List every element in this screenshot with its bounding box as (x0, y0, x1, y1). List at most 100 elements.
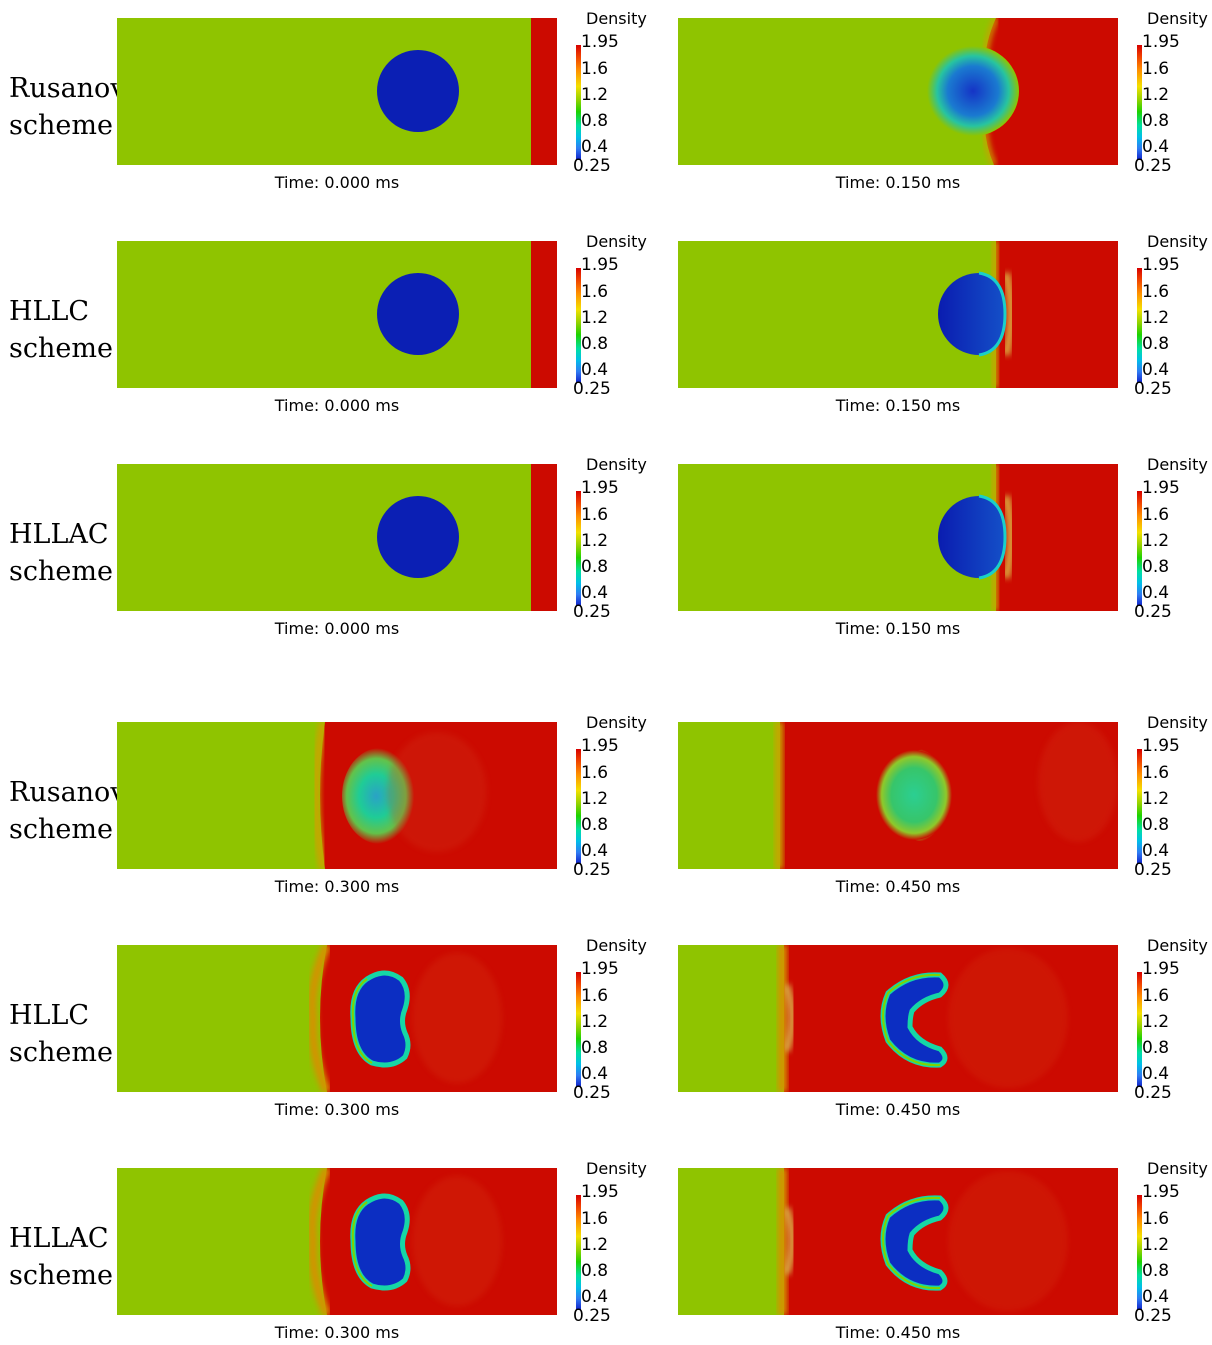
colorbar-tick-label: 1.2 (1142, 1012, 1170, 1032)
colorbar-tick-label: 1.2 (581, 1235, 609, 1255)
density-field-panel (117, 18, 557, 165)
row-label-scheme: scheme (9, 1260, 113, 1291)
time-caption: Time: 0.300 ms (274, 1323, 400, 1342)
row-label: Rusanov scheme (9, 774, 126, 848)
colorbar-tick-label: 1.2 (581, 308, 609, 328)
colorbar-tick-label: 0.25 (573, 1083, 611, 1103)
colorbar-tick-label: 1.6 (1142, 282, 1170, 302)
colorbar-title: Density (1147, 713, 1208, 732)
colorbar-tick-label: 1.95 (1142, 478, 1180, 498)
colorbar-tick-label: 0.25 (573, 602, 611, 622)
colorbar-tick-label: 0.25 (1134, 1083, 1172, 1103)
time-caption: Time: 0.150 ms (835, 396, 961, 415)
colorbar-tick-label: 0.8 (1142, 557, 1170, 577)
colorbar-tick-label: 0.25 (1134, 860, 1172, 880)
colorbar-tick-label: 1.95 (1142, 32, 1180, 52)
colorbar-tick-label: 0.4 (581, 137, 609, 157)
density-field-panel (117, 241, 557, 388)
colorbar-tick-label: 1.6 (581, 763, 609, 783)
colorbar-tick-label: 0.25 (573, 860, 611, 880)
colorbar-tick-label: 0.4 (581, 360, 609, 380)
colorbar-title: Density (586, 713, 647, 732)
row-label: HLLC scheme (9, 997, 113, 1071)
colorbar-tick-label: 0.8 (1142, 1261, 1170, 1281)
colorbar-tick-label: 1.95 (1142, 736, 1180, 756)
time-caption: Time: 0.000 ms (274, 173, 400, 192)
row-label-method: Rusanov (9, 73, 126, 104)
colorbar-title: Density (586, 1159, 647, 1178)
row-label: HLLAC scheme (9, 516, 113, 590)
colorbar-tick-label: 0.25 (1134, 1306, 1172, 1326)
time-caption: Time: 0.300 ms (274, 877, 400, 896)
row-label-method: HLLAC (9, 1223, 109, 1254)
colorbar-tick-label: 1.95 (581, 255, 619, 275)
colorbar-tick-label: 1.6 (1142, 763, 1170, 783)
colorbar-tick-label: 0.4 (1142, 360, 1170, 380)
colorbar-tick-label: 0.8 (581, 334, 609, 354)
colorbar-tick-label: 0.4 (1142, 1064, 1170, 1084)
colorbar-tick-label: 1.2 (1142, 789, 1170, 809)
colorbar-tick-label: 0.8 (1142, 815, 1170, 835)
colorbar-tick-label: 1.6 (581, 505, 609, 525)
colorbar-tick-label: 1.6 (581, 59, 609, 79)
colorbar-tick-label: 1.6 (1142, 59, 1170, 79)
colorbar (1137, 1195, 1142, 1310)
colorbar-tick-label: 0.8 (1142, 334, 1170, 354)
colorbar (1137, 972, 1142, 1087)
colorbar-tick-label: 1.95 (581, 478, 619, 498)
density-field-panel (117, 945, 557, 1092)
colorbar-tick-label: 1.2 (581, 1012, 609, 1032)
colorbar-tick-label: 0.4 (581, 841, 609, 861)
colorbar (1137, 491, 1142, 606)
colorbar-title: Density (1147, 936, 1208, 955)
colorbar-tick-label: 1.6 (1142, 1209, 1170, 1229)
row-label-method: Rusanov (9, 777, 126, 808)
row-label-scheme: scheme (9, 556, 113, 587)
row-label: HLLC scheme (9, 293, 113, 367)
colorbar-title: Density (1147, 455, 1208, 474)
colorbar-tick-label: 1.95 (581, 736, 619, 756)
colorbar-tick-label: 0.25 (1134, 156, 1172, 176)
colorbar-tick-label: 1.2 (581, 531, 609, 551)
row-label: Rusanov scheme (9, 70, 126, 144)
colorbar (576, 1195, 581, 1310)
colorbar-title: Density (586, 936, 647, 955)
density-field-panel (678, 241, 1118, 388)
colorbar-title: Density (586, 9, 647, 28)
colorbar (1137, 268, 1142, 383)
density-field-panel (678, 945, 1118, 1092)
colorbar-tick-label: 1.2 (581, 789, 609, 809)
colorbar-tick-label: 1.6 (581, 986, 609, 1006)
colorbar-tick-label: 1.2 (1142, 85, 1170, 105)
density-field-panel (117, 1168, 557, 1315)
colorbar (576, 972, 581, 1087)
colorbar (1137, 749, 1142, 864)
colorbar-tick-label: 0.8 (581, 557, 609, 577)
colorbar-tick-label: 0.4 (1142, 583, 1170, 603)
colorbar-title: Density (586, 455, 647, 474)
colorbar-title: Density (1147, 232, 1208, 251)
colorbar-tick-label: 1.2 (581, 85, 609, 105)
colorbar-title: Density (1147, 1159, 1208, 1178)
colorbar-tick-label: 0.8 (581, 1038, 609, 1058)
colorbar-tick-label: 0.4 (1142, 1287, 1170, 1307)
colorbar-tick-label: 0.8 (581, 1261, 609, 1281)
colorbar-tick-label: 0.25 (1134, 602, 1172, 622)
colorbar (576, 749, 581, 864)
density-field-panel (117, 722, 557, 869)
colorbar-tick-label: 1.95 (1142, 959, 1180, 979)
time-caption: Time: 0.150 ms (835, 173, 961, 192)
row-label-scheme: scheme (9, 333, 113, 364)
colorbar-tick-label: 0.25 (573, 379, 611, 399)
colorbar-title: Density (1147, 9, 1208, 28)
row-label-scheme: scheme (9, 110, 113, 141)
colorbar (576, 268, 581, 383)
time-caption: Time: 0.300 ms (274, 1100, 400, 1119)
colorbar-tick-label: 1.2 (1142, 531, 1170, 551)
colorbar-tick-label: 1.95 (581, 959, 619, 979)
colorbar-tick-label: 0.4 (581, 1287, 609, 1307)
colorbar-tick-label: 1.6 (1142, 505, 1170, 525)
density-field-panel (678, 18, 1118, 165)
colorbar-tick-label: 1.95 (1142, 255, 1180, 275)
colorbar-tick-label: 1.95 (581, 1182, 619, 1202)
